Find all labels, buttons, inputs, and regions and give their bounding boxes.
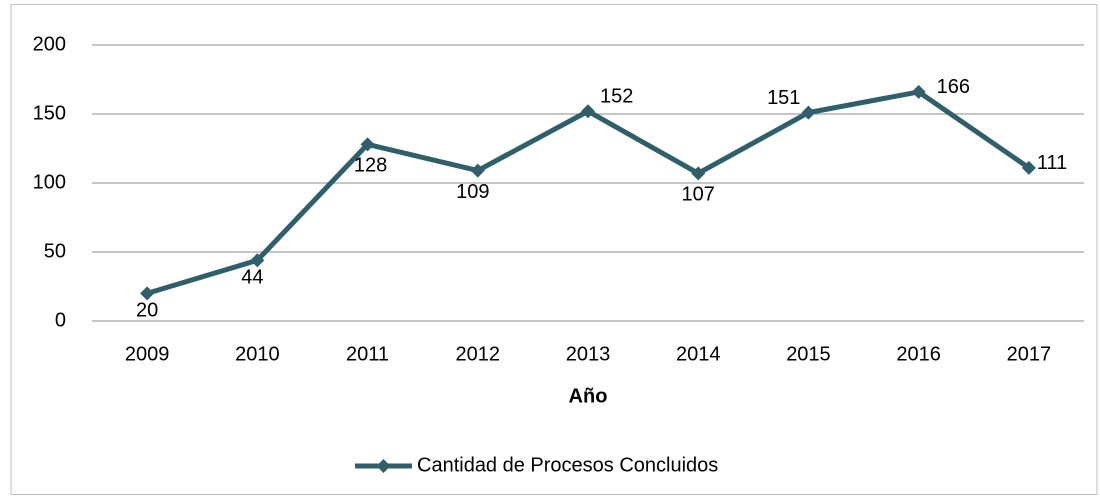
x-tick-label: 2011 bbox=[346, 343, 389, 365]
point-marker bbox=[691, 166, 706, 181]
data-label: 109 bbox=[456, 181, 489, 203]
data-label: 44 bbox=[241, 267, 263, 289]
legend-label: Cantidad de Procesos Concluidos bbox=[417, 454, 718, 476]
y-tick-label: 0 bbox=[55, 309, 66, 331]
point-marker bbox=[581, 104, 595, 119]
data-label: 128 bbox=[354, 155, 387, 177]
point-marker bbox=[911, 84, 926, 99]
point-marker bbox=[250, 253, 265, 268]
point-marker bbox=[360, 137, 375, 152]
data-label: 166 bbox=[937, 76, 970, 98]
x-tick-label: 2009 bbox=[125, 343, 170, 365]
point-marker bbox=[1021, 160, 1036, 175]
x-axis-title: Año bbox=[569, 385, 608, 407]
data-label: 20 bbox=[136, 300, 158, 322]
y-tick-label: 100 bbox=[33, 171, 66, 193]
point-marker bbox=[801, 105, 816, 120]
point-marker bbox=[140, 286, 155, 301]
x-tick-label: 2012 bbox=[456, 343, 501, 365]
x-tick-label: 2010 bbox=[235, 343, 280, 365]
x-tick-label: 2014 bbox=[676, 343, 721, 365]
data-label: 151 bbox=[767, 87, 800, 109]
x-tick-label: 2017 bbox=[1007, 343, 1052, 365]
data-label: 111 bbox=[1037, 152, 1067, 174]
y-tick-label: 150 bbox=[33, 102, 66, 124]
x-tick-label: 2016 bbox=[896, 343, 941, 365]
data-label: 107 bbox=[682, 184, 715, 206]
point-marker bbox=[470, 163, 485, 178]
y-tick-label: 50 bbox=[44, 240, 66, 262]
x-tick-label: 2015 bbox=[786, 343, 831, 365]
data-label: 152 bbox=[600, 86, 633, 108]
chart-frame bbox=[10, 4, 1098, 495]
y-tick-label: 200 bbox=[33, 33, 66, 55]
legend-marker bbox=[376, 459, 391, 473]
x-tick-label: 2013 bbox=[566, 343, 611, 365]
